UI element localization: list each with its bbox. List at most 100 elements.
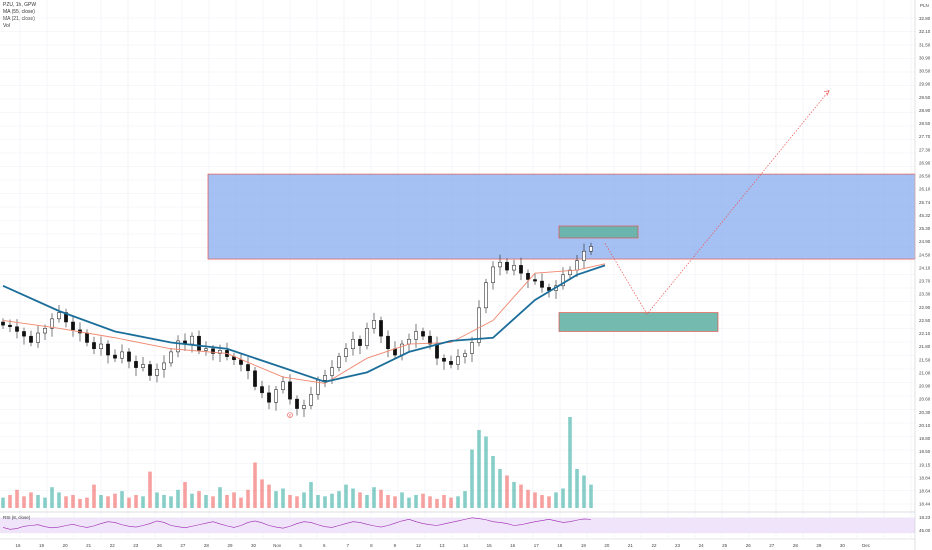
y-tick-label: 20.90 <box>919 384 931 389</box>
candle-body <box>519 265 523 274</box>
volume-bar <box>8 495 12 508</box>
candle <box>113 349 117 362</box>
volume-bar <box>407 497 411 508</box>
volume-bar <box>225 495 229 508</box>
candle <box>85 329 89 347</box>
candle <box>449 355 453 369</box>
candle-body <box>421 331 425 337</box>
y-tick-label: 24.10 <box>919 265 931 270</box>
candle-body <box>288 381 292 400</box>
volume-bar <box>288 495 292 508</box>
volume-bar <box>316 495 320 508</box>
resistance-zone <box>207 173 916 260</box>
candle-body <box>414 331 418 340</box>
candle <box>281 376 285 394</box>
candle-body <box>22 331 26 337</box>
candle-body <box>358 339 362 346</box>
candle-body <box>176 340 180 353</box>
candle-body <box>589 246 593 252</box>
candle <box>99 336 103 356</box>
volume-bar <box>22 496 26 508</box>
y-tick-label: 28.90 <box>919 108 931 113</box>
x-tick-label: 8 <box>370 543 373 548</box>
candle-body <box>505 261 509 271</box>
rsi-legend: RSI (8, close) <box>3 515 31 520</box>
candle-body <box>169 351 173 364</box>
volume-bar <box>393 496 397 508</box>
candle <box>554 280 558 300</box>
volume-bar <box>477 430 481 508</box>
candle-body <box>533 279 537 282</box>
candle <box>456 349 460 370</box>
candle-body <box>498 261 502 268</box>
candle <box>120 344 124 364</box>
candle <box>421 327 425 340</box>
candle <box>589 242 593 255</box>
candle <box>204 341 208 356</box>
event-marker-label: D <box>289 414 292 418</box>
candle-body <box>582 250 586 261</box>
x-tick-label: 27 <box>769 543 775 548</box>
volume-bar <box>15 489 19 508</box>
candle-body <box>477 307 481 343</box>
volume-bar <box>540 495 544 508</box>
candle <box>379 316 383 344</box>
volume-bar <box>64 496 68 508</box>
legend-symbol: PZU, 1h, GPW <box>3 2 37 8</box>
candle <box>491 261 495 290</box>
candle <box>407 333 411 351</box>
x-tick-label: 23 <box>133 543 139 548</box>
volume-bar <box>309 482 313 508</box>
volume-bar <box>106 496 110 508</box>
y-tick-label: 21.80 <box>919 344 931 349</box>
x-tick-label: 29 <box>816 543 822 548</box>
candle <box>36 325 40 348</box>
time-axis: 16 19 20 21 22 23 26 27 28 29 30 Nov 5 6 7 8 9 12 13 14 15 16… <box>0 538 915 548</box>
volume-bar <box>190 493 194 508</box>
candle <box>288 374 292 405</box>
candle-body <box>344 348 348 357</box>
volume-bar <box>519 484 523 508</box>
volume-bar <box>568 417 572 508</box>
volume-bar <box>1 497 5 508</box>
volume-bar <box>232 492 236 508</box>
volume-bar <box>141 496 145 508</box>
candle <box>582 243 586 270</box>
candle-body <box>379 320 383 337</box>
volume-bar <box>29 492 33 508</box>
candle-body <box>8 324 12 327</box>
x-tick-label: 16 <box>510 543 516 548</box>
volume-bar <box>92 484 96 508</box>
volume-bar <box>197 491 201 508</box>
candle-body <box>330 367 334 376</box>
candle-body <box>365 328 369 346</box>
x-tick-label: 28 <box>204 543 210 548</box>
ma55-line <box>2 264 606 383</box>
volume-bar <box>99 495 103 508</box>
rsi-band <box>0 517 915 534</box>
candle <box>302 399 306 418</box>
candle-body <box>540 280 544 288</box>
candle <box>162 355 166 378</box>
x-tick-label: 27 <box>180 543 186 548</box>
volume-bar <box>386 495 390 508</box>
projection-arrowhead <box>823 90 830 96</box>
y-tick-label: 20.30 <box>919 410 931 415</box>
candle <box>519 257 523 281</box>
x-tick-label: 15 <box>487 543 493 548</box>
candle-body <box>1 321 5 326</box>
x-tick-label: 20 <box>604 543 610 548</box>
x-tick-label: 28 <box>793 543 799 548</box>
volume-bar <box>365 495 369 508</box>
candle <box>337 352 341 372</box>
y-tick-label: 32.80 <box>919 16 931 21</box>
candle-body <box>512 265 516 271</box>
candle-body <box>64 312 68 323</box>
candle-body <box>295 398 299 409</box>
rsi-line <box>2 517 592 530</box>
volume-bar <box>43 497 47 508</box>
candle-body <box>29 335 33 343</box>
candle-body <box>337 356 341 368</box>
candle <box>260 380 264 399</box>
